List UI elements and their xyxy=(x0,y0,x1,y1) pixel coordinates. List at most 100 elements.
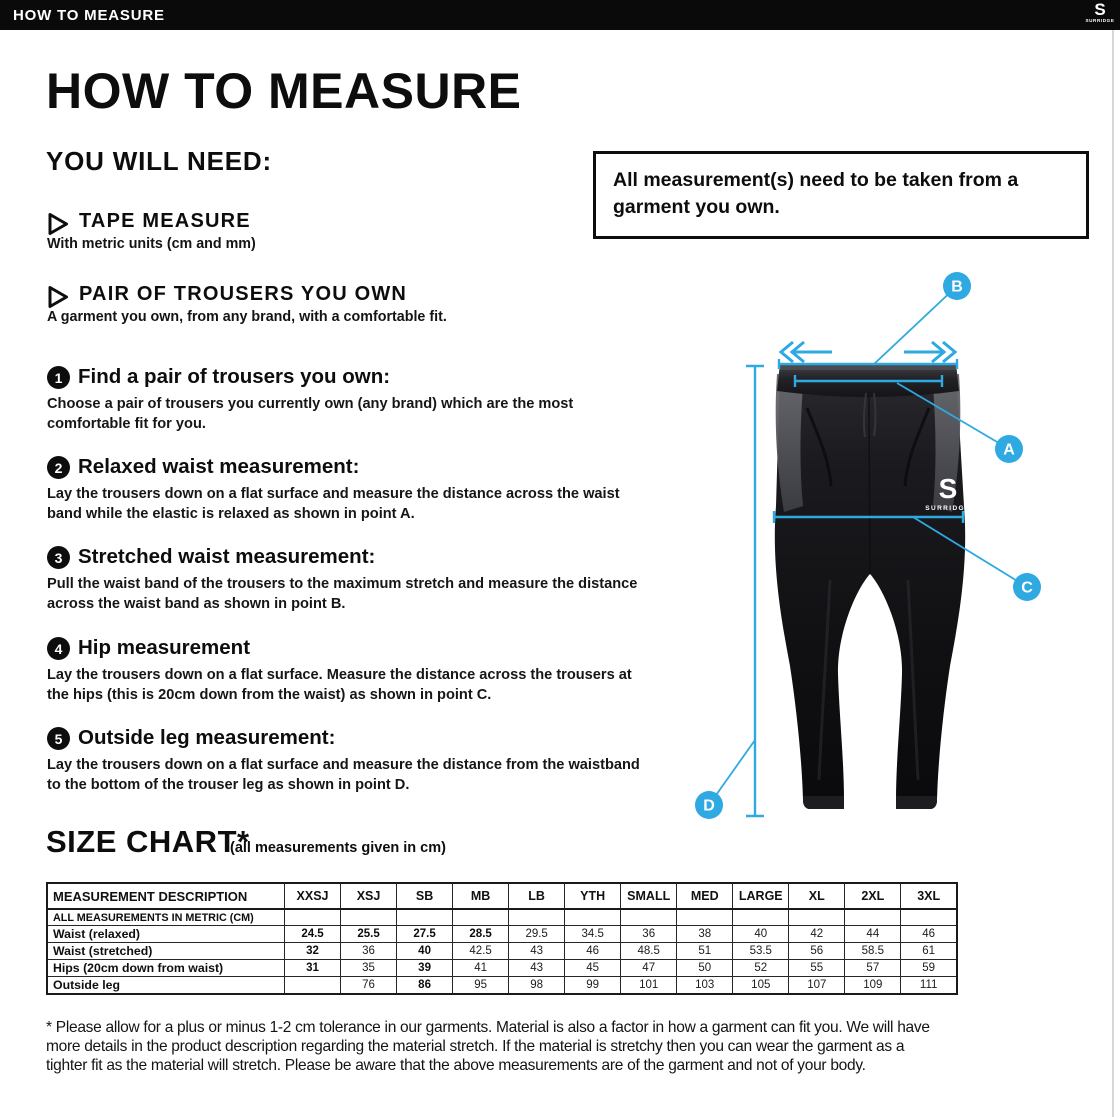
table-cell: 98 xyxy=(508,976,566,995)
table-cell: 103 xyxy=(676,976,734,995)
hip-line-c xyxy=(772,511,965,523)
step-badge: 1 xyxy=(47,366,70,389)
table-cell: 24.5 xyxy=(283,925,342,943)
garment-logo-name: SURRIDGE xyxy=(925,505,971,512)
table-cell xyxy=(900,908,958,926)
size-chart-header: MEASUREMENT DESCRIPTION XXSJ XSJ SB MB LB YTH S… xyxy=(46,882,958,910)
table-cell: 48.5 xyxy=(620,942,678,960)
garment-logo-letter: S xyxy=(939,473,958,504)
table-cell: 55 xyxy=(788,959,846,977)
table-cell: 32 xyxy=(283,942,342,960)
page-title: HOW TO MEASURE xyxy=(46,63,522,119)
you-will-need-heading: YOU WILL NEED: xyxy=(46,146,272,176)
size-chart-table: MEASUREMENT DESCRIPTION XXSJ XSJ SB MB LB YTH S… xyxy=(46,882,958,995)
garment-logo: S SURRIDGE xyxy=(925,473,971,512)
table-cell: 86 xyxy=(396,976,454,995)
table-cell: 76 xyxy=(340,976,398,995)
step-body: Pull the waist band of the trousers to t… xyxy=(47,576,638,612)
page-edge-line xyxy=(1112,30,1114,1117)
note-box: All measurement(s) need to be taken from… xyxy=(593,151,1089,239)
table-cell: 51 xyxy=(676,942,734,960)
table-row-label: Outside leg xyxy=(46,976,285,995)
need-sub: A garment you own, from any brand, with … xyxy=(47,309,447,325)
table-cell: 111 xyxy=(900,976,958,995)
footnote-line: * Please allow for a plus or minus 1-2 c… xyxy=(46,1019,930,1036)
point-c: C xyxy=(1013,573,1041,601)
table-row: ALL MEASUREMENTS IN METRIC (CM) xyxy=(46,908,958,926)
step-body: Lay the trousers down on a flat surface … xyxy=(47,757,640,793)
point-c-label: C xyxy=(1021,580,1033,597)
need-sub: With metric units (cm and mm) xyxy=(47,236,256,252)
step-body: Choose a pair of trousers you currently … xyxy=(47,396,574,432)
table-cell: 31 xyxy=(283,959,342,977)
table-cell: 95 xyxy=(452,976,510,995)
waist-stretch-arrows xyxy=(778,340,958,364)
table-header-row: MEASUREMENT DESCRIPTION XXSJ XSJ SB MB LB YTH S… xyxy=(46,882,958,910)
table-cell xyxy=(732,908,790,926)
trousers-illustration: S SURRIDGE xyxy=(774,363,971,809)
leader-lines xyxy=(708,285,1028,806)
step-heading: Find a pair of trousers you own: xyxy=(78,365,391,388)
table-cell: 58.5 xyxy=(844,942,902,960)
table-row-label: Waist (relaxed) xyxy=(46,925,285,943)
table-cell xyxy=(283,908,342,926)
footnote-line: tighter fit as the material will stretch… xyxy=(46,1056,866,1074)
step-heading: Relaxed waist measurement: xyxy=(78,455,360,478)
need-label: TAPE MEASURE xyxy=(79,210,251,232)
table-cell: 45 xyxy=(564,959,622,977)
table-row: Waist (relaxed) 24.5 25.5 27.5 28.5 29.5 34.5 3… xyxy=(46,925,958,943)
table-header-cell: SB xyxy=(396,882,454,910)
step-body: Lay the trousers down on a flat surface … xyxy=(47,486,620,522)
footnote: * Please allow for a plus or minus 1-2 c… xyxy=(46,1019,930,1075)
table-header-cell: XXSJ xyxy=(283,882,342,910)
point-b: B xyxy=(943,272,971,300)
step-body: Lay the trousers down on a flat surface.… xyxy=(47,667,632,703)
point-a: A xyxy=(995,435,1023,463)
brand-logo: S SURRIDGE xyxy=(1083,1,1117,29)
table-header-cell: 3XL xyxy=(900,882,958,910)
step-badge: 2 xyxy=(47,456,70,479)
table-cell xyxy=(508,908,566,926)
step-heading: Stretched waist measurement: xyxy=(78,545,376,568)
table-cell: 42 xyxy=(788,925,846,943)
table-header-cell: LARGE xyxy=(732,882,790,910)
table-cell: 46 xyxy=(564,942,622,960)
table-cell xyxy=(340,908,398,926)
table-cell: 29.5 xyxy=(508,925,566,943)
table-cell: 39 xyxy=(396,959,454,977)
table-row-label: ALL MEASUREMENTS IN METRIC (CM) xyxy=(46,908,285,926)
step-badge: 5 xyxy=(47,727,70,750)
table-header-cell: SMALL xyxy=(620,882,678,910)
table-cell xyxy=(844,908,902,926)
step-badge: 4 xyxy=(47,637,70,660)
table-header-cell: YTH xyxy=(564,882,622,910)
table-cell xyxy=(620,908,678,926)
size-chart-body: ALL MEASUREMENTS IN METRIC (CM) Waist (re… xyxy=(46,908,958,995)
table-cell: 107 xyxy=(788,976,846,995)
table-cell: 59 xyxy=(900,959,958,977)
table-cell: 109 xyxy=(844,976,902,995)
table-cell: 105 xyxy=(732,976,790,995)
size-chart-heading: SIZE CHART* xyxy=(46,824,250,859)
footnote-line: more details in the product description … xyxy=(46,1037,905,1055)
need-label: PAIR OF TROUSERS YOU OWN xyxy=(79,283,408,305)
table-header-cell: MB xyxy=(452,882,510,910)
table-cell: 28.5 xyxy=(452,925,510,943)
table-cell: 44 xyxy=(844,925,902,943)
table-cell: 35 xyxy=(340,959,398,977)
table-cell: 40 xyxy=(732,925,790,943)
table-cell: 25.5 xyxy=(340,925,398,943)
waist-line-a xyxy=(793,375,944,387)
table-cell: 41 xyxy=(452,959,510,977)
table-cell xyxy=(564,908,622,926)
table-cell xyxy=(788,908,846,926)
need-triangle-icon xyxy=(47,212,69,236)
table-cell: 99 xyxy=(564,976,622,995)
size-chart-subheading: (all measurements given in cm) xyxy=(230,840,446,856)
table-header-cell: 2XL xyxy=(844,882,902,910)
table-cell: 42.5 xyxy=(452,942,510,960)
table-header-cell: LB xyxy=(508,882,566,910)
table-header-cell: MEASUREMENT DESCRIPTION xyxy=(46,882,285,910)
brand-logo-name: SURRIDGE xyxy=(1085,18,1115,23)
table-cell: 43 xyxy=(508,942,566,960)
